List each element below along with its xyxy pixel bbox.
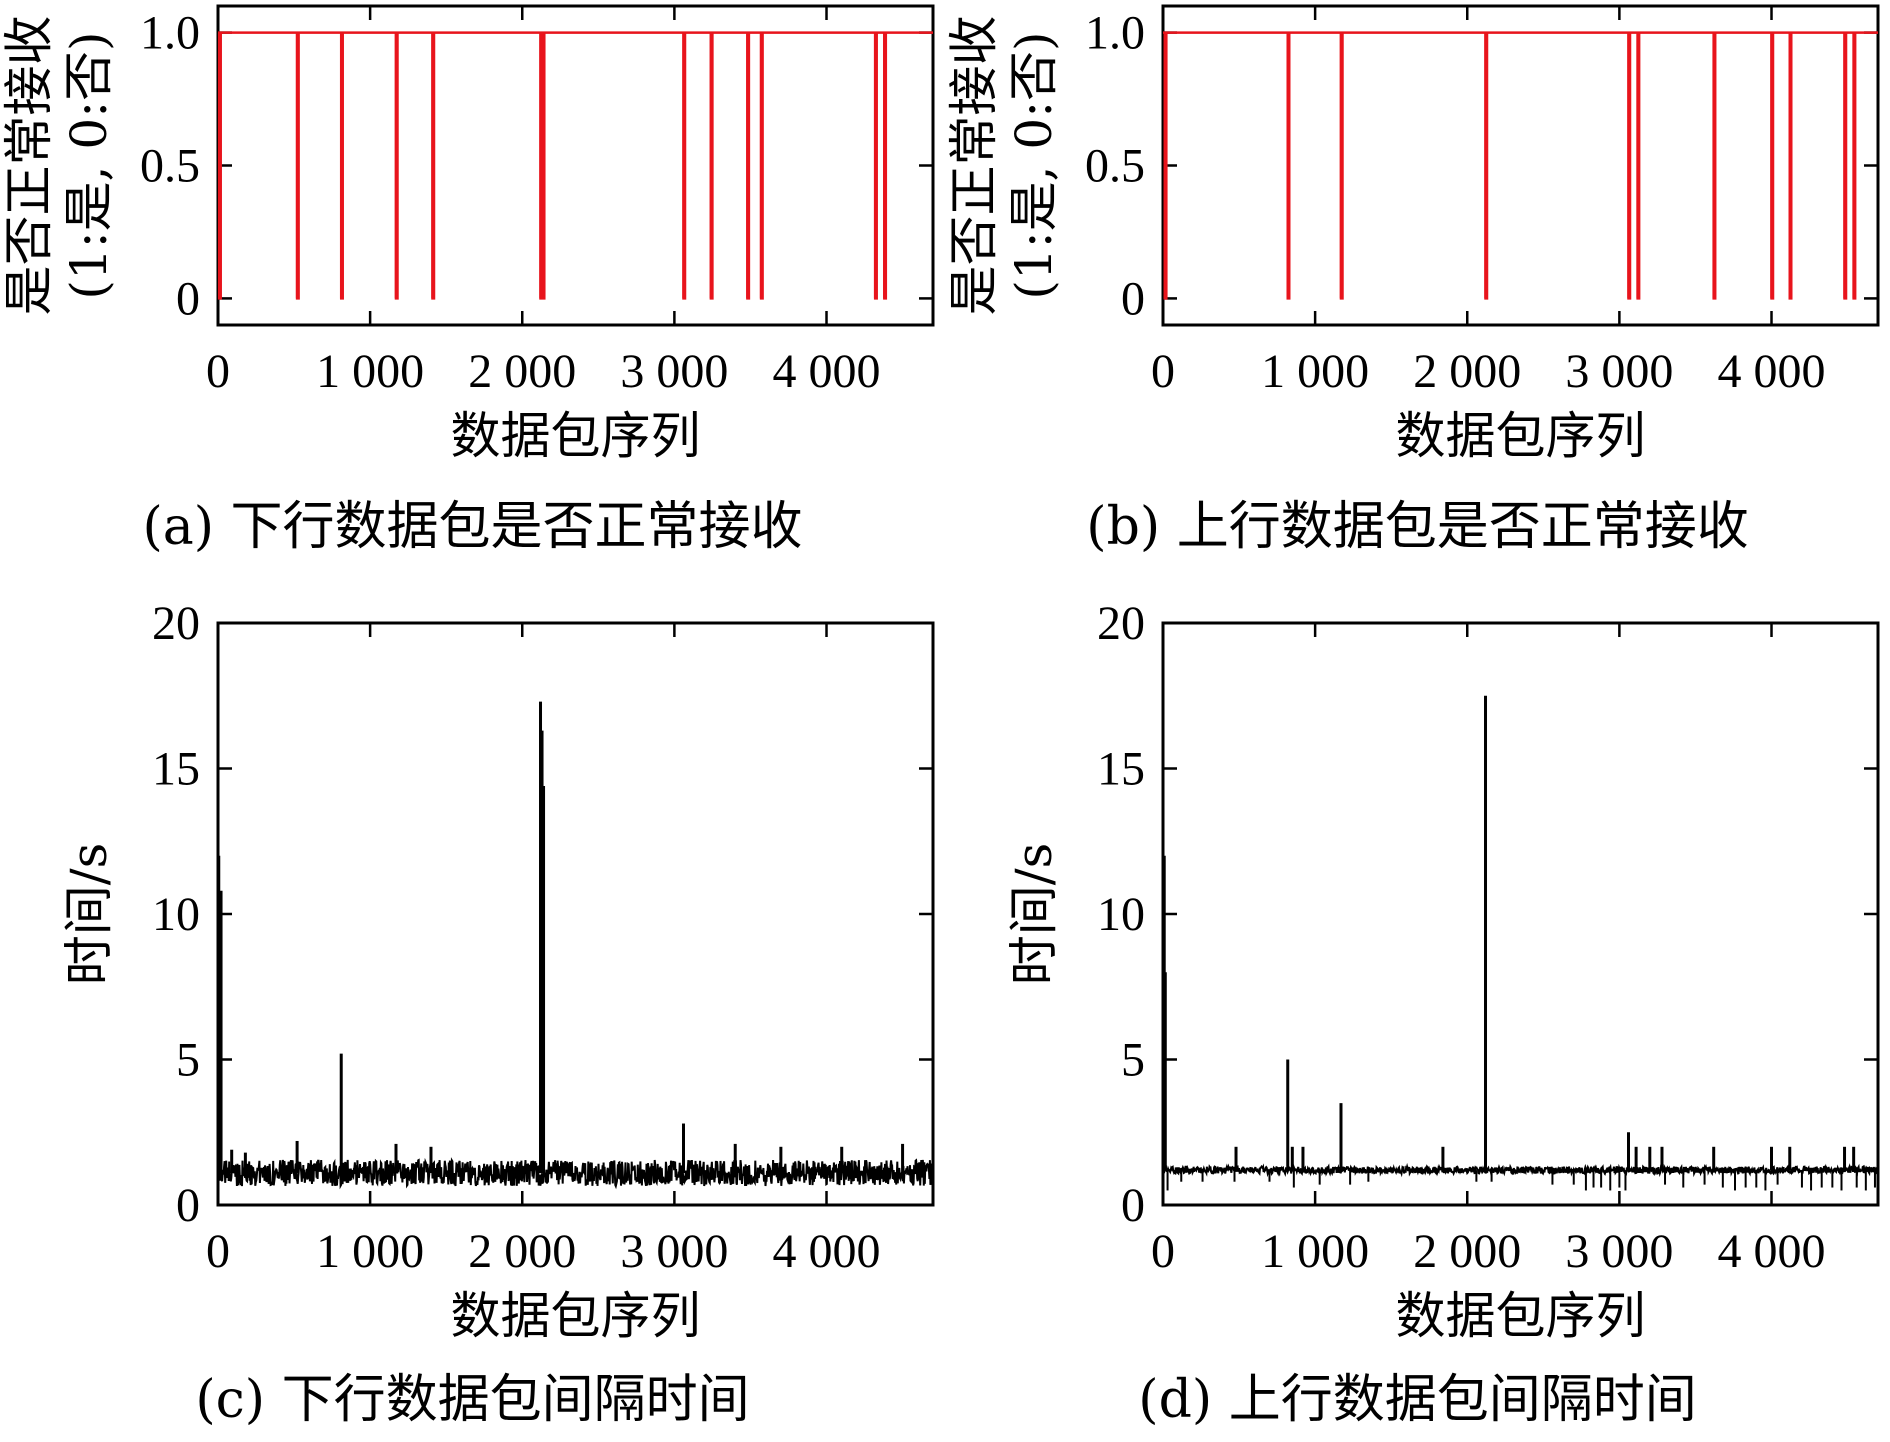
chart-c-ytick-label: 20 [152, 597, 200, 650]
chart-a-xtick-label: 1 000 [316, 345, 424, 398]
chart-c-xtick-label: 1 000 [316, 1225, 424, 1278]
chart-a-xtick-label: 3 000 [620, 345, 728, 398]
chart-d-xtick-label: 3 000 [1565, 1225, 1673, 1278]
chart-a-ylabel-line2: (1:是, 0:否) [60, 31, 118, 299]
chart-a-series-line [217, 31, 933, 300]
chart-panel-c: 0 1 000 2 000 3 000 4 000 0 5 10 15 20 数据包序列 时间/s (… [0, 597, 945, 1442]
chart-d-svg: 0 1 000 2 000 3 000 4 000 0 5 10 15 20 数据包序列 时间/s [1005, 597, 1880, 1345]
chart-d-xtick-label: 1 000 [1261, 1225, 1369, 1278]
chart-d-xtick-label: 0 [1151, 1225, 1175, 1278]
chart-d-xlabel: 数据包序列 [1396, 1287, 1646, 1345]
chart-d-ytick-label: 5 [1121, 1034, 1145, 1087]
chart-b-ylabel-line1: 是否正常接收 [945, 16, 1003, 316]
chart-a-ytick-label: 1.0 [140, 7, 200, 60]
chart-c-ytick-label: 0 [176, 1179, 200, 1232]
chart-a-ytick-label: 0 [176, 272, 200, 325]
chart-b-xlabel: 数据包序列 [1396, 407, 1646, 465]
chart-c-series-line [217, 1157, 934, 1190]
chart-a-xtick-label: 2 000 [468, 345, 576, 398]
chart-b-xtick-label: 2 000 [1413, 345, 1521, 398]
chart-b-ytick-label: 0.5 [1085, 140, 1145, 193]
chart-c-xtick-label: 3 000 [620, 1225, 728, 1278]
chart-b-xtick-label: 3 000 [1565, 345, 1673, 398]
chart-c-ytick-label: 5 [176, 1034, 200, 1087]
chart-b-caption: (b) 上行数据包是否正常接收 [1086, 497, 1749, 557]
chart-c-ytick-label: 15 [152, 743, 200, 796]
chart-a-xlabel: 数据包序列 [451, 407, 701, 465]
chart-b-ytick-label: 0 [1121, 272, 1145, 325]
chart-a-ylabel-line1: 是否正常接收 [0, 16, 58, 316]
chart-a-plot-frame [216, 4, 935, 327]
chart-d-ytick-label: 20 [1097, 597, 1145, 650]
chart-b-xtick-label: 0 [1151, 345, 1175, 398]
chart-a-svg: 0 1 000 2 000 3 000 4 000 0 0.5 1.0 数据包序列 是否正常接收(… [0, 4, 935, 465]
chart-d-series-line [1162, 1162, 1879, 1178]
chart-a-xtick-label: 0 [206, 345, 230, 398]
chart-d-caption: (d) 上行数据包间隔时间 [1138, 1370, 1697, 1430]
chart-a-xtick-label: 4 000 [773, 345, 881, 398]
chart-d-ytick-label: 15 [1097, 743, 1145, 796]
chart-d-ylabel: 时间/s [1005, 843, 1063, 986]
chart-a-caption: (a) 下行数据包是否正常接收 [142, 497, 803, 557]
chart-d-xtick-label: 4 000 [1718, 1225, 1826, 1278]
chart-c-svg: 0 1 000 2 000 3 000 4 000 0 5 10 15 20 数据包序列 时间/s [60, 597, 935, 1345]
chart-d-xtick-label: 2 000 [1413, 1225, 1521, 1278]
chart-c-xtick-label: 2 000 [468, 1225, 576, 1278]
chart-a-ytick-label: 0.5 [140, 140, 200, 193]
chart-panel-d: 0 1 000 2 000 3 000 4 000 0 5 10 15 20 数据包序列 时间/s (… [945, 597, 1890, 1442]
chart-b-svg: 0 1 000 2 000 3 000 4 000 0 0.5 1.0 数据包序列 是否正常接收(… [945, 4, 1880, 465]
chart-b-ytick-label: 1.0 [1085, 7, 1145, 60]
chart-c-ytick-label: 10 [152, 888, 200, 941]
chart-b-xtick-label: 1 000 [1261, 345, 1369, 398]
chart-c-xtick-label: 0 [206, 1225, 230, 1278]
chart-c-ylabel: 时间/s [60, 843, 118, 986]
chart-d-ytick-label: 0 [1121, 1179, 1145, 1232]
chart-d-ytick-label: 10 [1097, 888, 1145, 941]
chart-b-xtick-label: 4 000 [1718, 345, 1826, 398]
chart-b-ylabel-line2: (1:是, 0:否) [1005, 31, 1063, 299]
chart-c-caption: (c) 下行数据包间隔时间 [195, 1370, 750, 1430]
chart-c-xlabel: 数据包序列 [451, 1287, 701, 1345]
chart-c-xtick-label: 4 000 [773, 1225, 881, 1278]
